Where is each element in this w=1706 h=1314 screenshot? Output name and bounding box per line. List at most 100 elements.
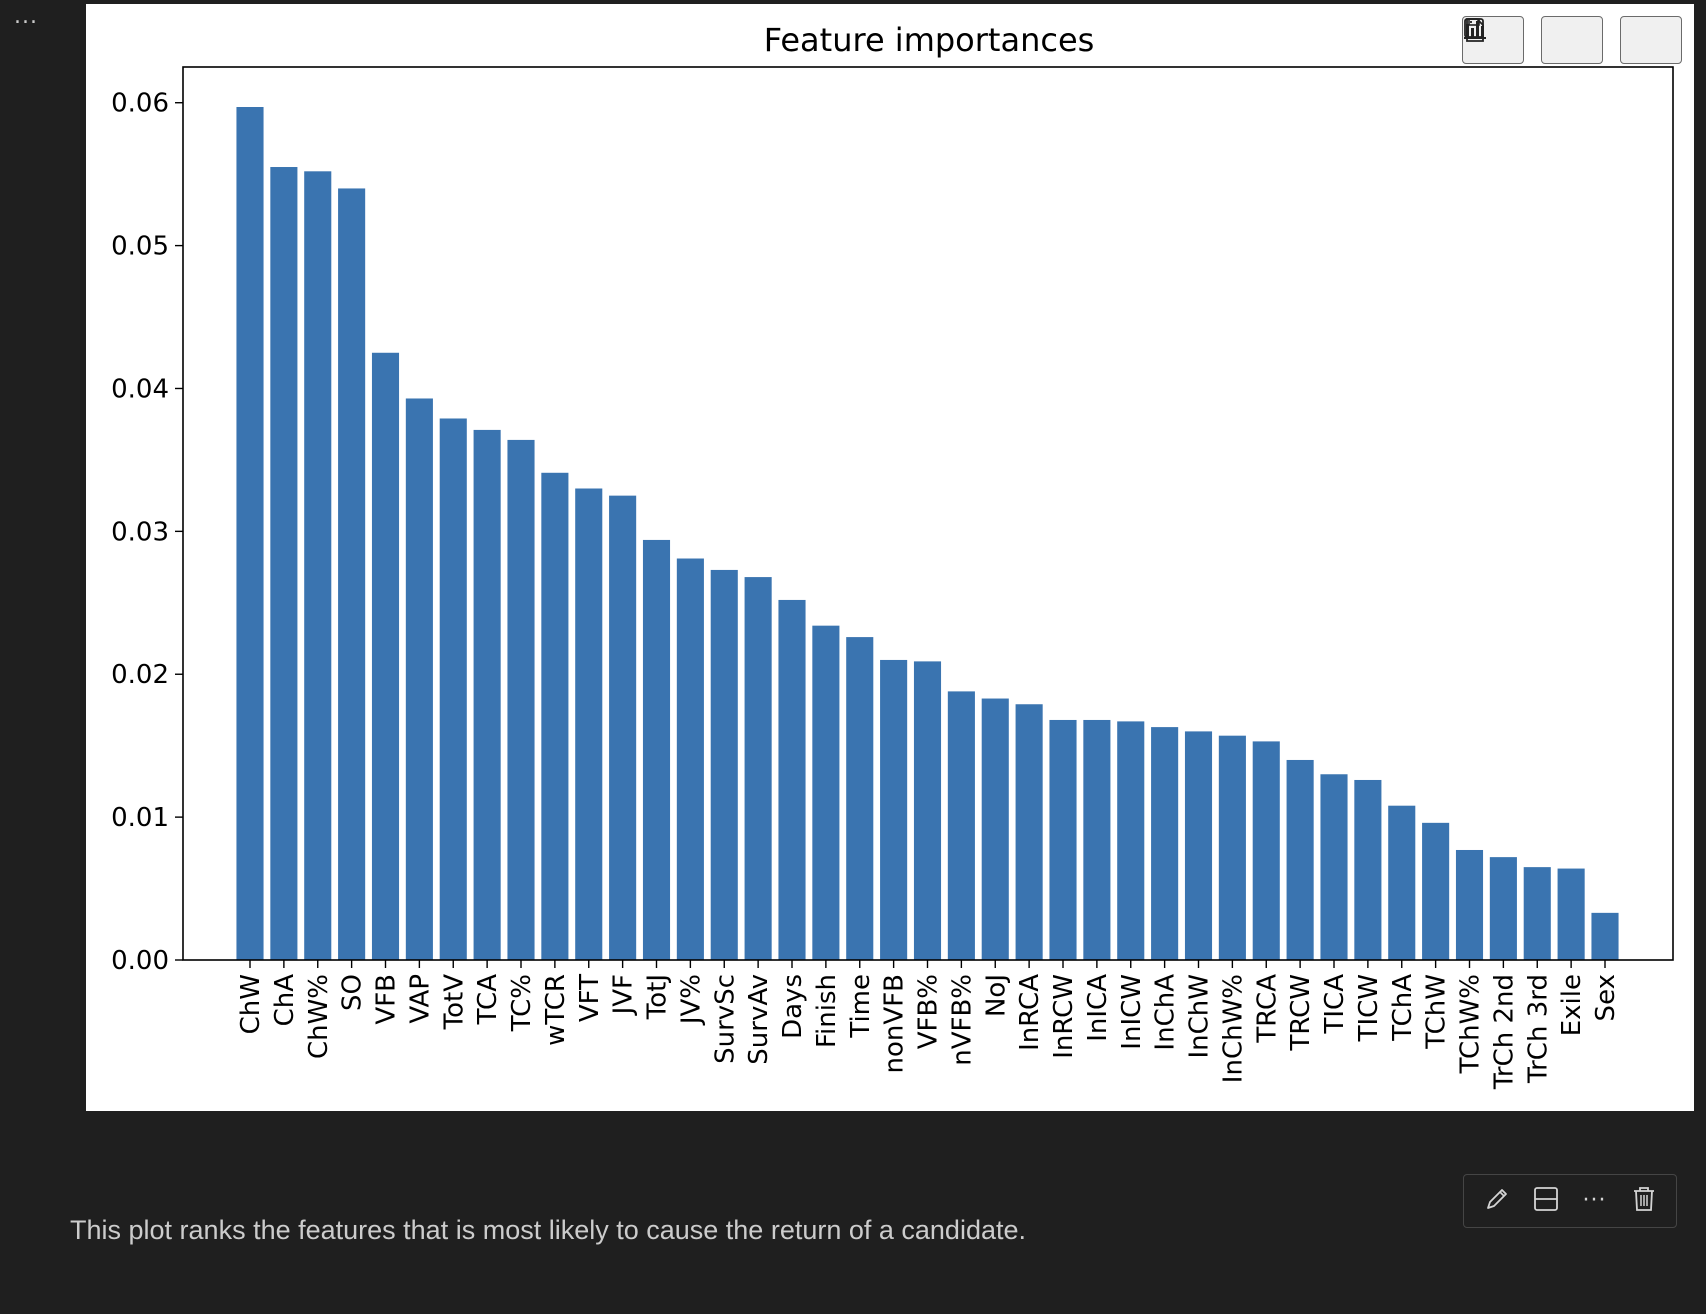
bar-inicw xyxy=(1117,721,1145,960)
x-tick-label: wTCR xyxy=(541,974,571,1046)
split-cell-icon xyxy=(1532,1185,1560,1217)
bar-inrca xyxy=(1015,704,1043,960)
bar-survav xyxy=(744,577,772,960)
x-tick-label: TICA xyxy=(1320,974,1350,1035)
x-tick-label: ChW% xyxy=(304,974,334,1059)
x-tick-label: NoJ xyxy=(981,974,1011,1017)
x-tick-label: SurvAv xyxy=(744,974,774,1065)
bar-time xyxy=(846,637,874,960)
y-tick-label: 0.04 xyxy=(111,374,169,404)
cell-toolbar: ··· xyxy=(1463,1174,1677,1228)
bar-inchw xyxy=(1184,731,1213,960)
bar-tica xyxy=(1320,774,1348,960)
bar-vap xyxy=(405,398,433,961)
y-tick-label: 0.02 xyxy=(111,660,169,690)
x-tick-label: VFB xyxy=(372,974,402,1025)
bar-ticw xyxy=(1354,779,1382,960)
plot-output: Feature importances 0.00 0.01 0.02 0.03 0.04… xyxy=(86,4,1694,1111)
x-tick-label: ChA xyxy=(270,974,300,1027)
bar-trcw xyxy=(1286,759,1314,960)
x-tick-label: TRCW xyxy=(1286,974,1316,1052)
x-tick-label: TChW xyxy=(1422,974,1452,1050)
bar-totv xyxy=(439,418,467,960)
bar-days xyxy=(778,599,806,960)
plot-frame xyxy=(182,66,1674,961)
x-tick-label: InChW% xyxy=(1218,974,1248,1083)
bar-tc- xyxy=(507,439,535,960)
bar-inrcw xyxy=(1049,719,1077,960)
cell-more-indicator[interactable]: ... xyxy=(14,4,38,29)
x-tick-label: JV% xyxy=(676,974,706,1026)
bar-tchw- xyxy=(1455,849,1484,960)
markdown-description: This plot ranks the features that is mos… xyxy=(70,1215,1026,1245)
y-tick-label: 0.00 xyxy=(111,946,169,976)
bar-survsc xyxy=(710,569,738,960)
bar-vfb xyxy=(371,352,400,960)
bar-nonvfb xyxy=(880,659,908,960)
edit-button[interactable] xyxy=(1477,1181,1517,1221)
bar-inica xyxy=(1083,719,1111,960)
save-button[interactable] xyxy=(1464,16,1682,64)
x-tick-label: SO xyxy=(338,974,368,1011)
x-tick-label: InICW xyxy=(1117,974,1147,1050)
y-tick-label: 0.01 xyxy=(111,803,169,833)
x-axis: ChW ChA ChW% SO VFB VAP TotV TCA TC% wTCR VFT JVF To… xyxy=(236,960,1621,1090)
chart-title: Feature importances xyxy=(764,21,1095,59)
x-tick-label: TChW% xyxy=(1456,974,1486,1074)
x-tick-label: TotJ xyxy=(643,974,673,1020)
x-tick-label: TrCh 3rd xyxy=(1523,974,1553,1084)
x-tick-label: ChW xyxy=(236,974,266,1034)
bar-jv- xyxy=(676,558,704,960)
x-tick-label: SurvSc xyxy=(710,974,740,1064)
split-cell-button[interactable] xyxy=(1526,1181,1566,1221)
y-axis: 0.00 0.01 0.02 0.03 0.04 0.05 0.06 xyxy=(111,89,183,976)
bars xyxy=(236,107,1619,961)
x-tick-label: JVF xyxy=(609,974,639,1016)
bar-cha xyxy=(270,167,298,961)
x-tick-label: Exile xyxy=(1557,974,1587,1036)
bar-chw xyxy=(236,107,264,960)
bar-vfb- xyxy=(913,661,942,960)
bar-chart-button[interactable] xyxy=(1464,16,1603,64)
bar-wtcr xyxy=(541,472,569,960)
plot-toolbar xyxy=(1462,16,1682,64)
y-tick-label: 0.05 xyxy=(111,232,169,262)
y-tick-label: 0.03 xyxy=(111,517,169,547)
trash-icon xyxy=(1631,1185,1657,1217)
x-tick-label: InICA xyxy=(1083,974,1113,1042)
bar-inchw- xyxy=(1218,735,1246,960)
x-tick-label: nVFB% xyxy=(947,974,977,1066)
bar-vft xyxy=(575,488,603,960)
bar-tcha xyxy=(1388,805,1416,960)
x-tick-label: TChA xyxy=(1388,974,1418,1042)
feature-importance-chart: Feature importances 0.00 0.01 0.02 0.03 0.04… xyxy=(111,21,1674,1090)
bar-so xyxy=(338,188,366,960)
bar-jvf xyxy=(609,495,637,960)
bar-totj xyxy=(642,539,671,960)
x-tick-label: InChA xyxy=(1151,974,1181,1051)
x-tick-label: TRCA xyxy=(1252,974,1282,1044)
x-tick-label: TCA xyxy=(473,974,503,1026)
more-icon: ··· xyxy=(1582,1188,1607,1213)
bar-trch-3rd xyxy=(1523,867,1551,960)
bar-tca xyxy=(473,429,501,961)
x-tick-label: TotV xyxy=(439,974,469,1031)
x-tick-label: Days xyxy=(778,974,808,1039)
x-tick-label: InRCW xyxy=(1049,974,1079,1059)
more-actions-button[interactable]: ··· xyxy=(1575,1181,1615,1221)
x-tick-label: VAP xyxy=(405,974,435,1024)
bar-incha xyxy=(1151,727,1179,960)
x-tick-label: Time xyxy=(846,974,876,1039)
x-tick-label: InRCA xyxy=(1015,974,1045,1051)
bar-sex xyxy=(1591,912,1619,960)
bar-trch-2nd xyxy=(1489,857,1517,960)
pencil-icon xyxy=(1483,1185,1511,1217)
x-tick-label: Finish xyxy=(812,974,842,1048)
copy-button[interactable] xyxy=(1462,16,1524,64)
x-tick-label: VFT xyxy=(575,974,605,1022)
x-tick-label: VFB% xyxy=(914,974,944,1049)
x-tick-label: Sex xyxy=(1591,974,1621,1021)
bar-noj xyxy=(981,698,1009,960)
bar-tchw xyxy=(1422,822,1450,960)
delete-button[interactable] xyxy=(1624,1181,1664,1221)
